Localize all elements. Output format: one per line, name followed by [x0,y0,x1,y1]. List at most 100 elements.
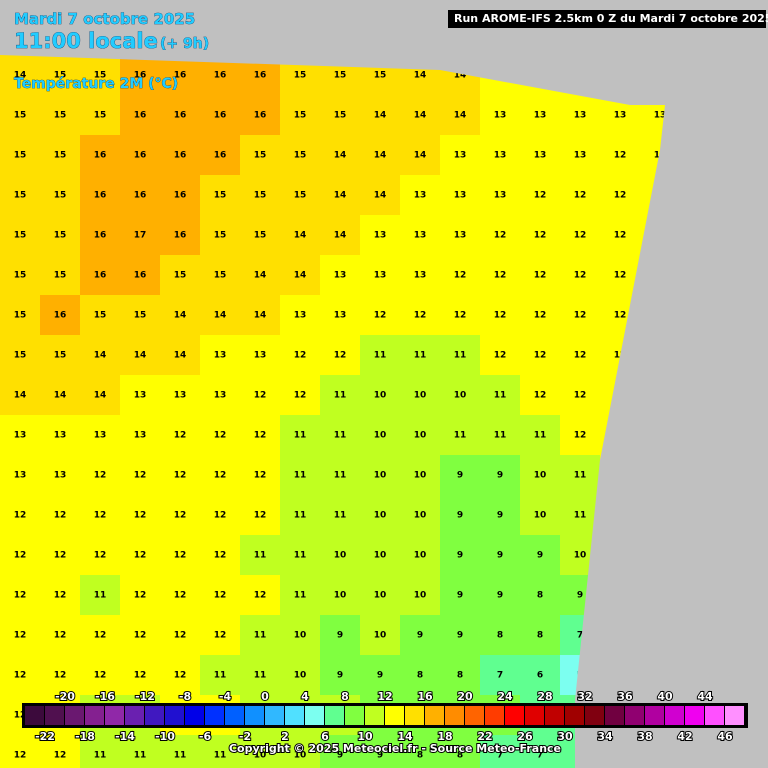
temperature-cell [0,215,40,255]
temperature-value: 9 [337,671,343,681]
temperature-value: 13 [294,311,307,321]
scale-label: -20 [55,690,75,703]
temperature-cell [240,735,280,768]
temperature-value: 10 [414,591,427,601]
temperature-cell [320,255,360,295]
temperature-value: 10 [294,631,307,641]
copyright: Copyright © 2025 Meteociel.fr - Source M… [229,742,561,755]
temperature-value: 15 [54,231,67,241]
scale-label: 6 [321,730,329,743]
temperature-cell [80,735,120,768]
temperature-value: 12 [174,471,187,481]
temperature-cell [240,295,280,335]
temperature-cell [360,575,400,615]
temperature-value: 12 [174,431,187,441]
temperature-cell [400,415,440,455]
temperature-value: 11 [334,511,347,521]
temperature-value: 14 [454,71,467,81]
temperature-value: 13 [214,391,227,401]
temperature-value: 14 [334,191,347,201]
temperature-cell [40,455,80,495]
temperature-cell [280,175,320,215]
temperature-cell [40,215,80,255]
temperature-value: 12 [614,271,627,281]
temperature-cell [360,295,400,335]
temperature-cell [320,335,360,375]
temperature-cell [120,175,160,215]
temperature-cell [320,295,360,335]
temperature-value: 14 [174,311,187,321]
scale-label: 2 [281,730,289,743]
temperature-value: 14 [54,391,67,401]
scale-swatch [505,706,524,725]
temperature-cell [280,215,320,255]
temperature-cell [120,535,160,575]
temperature-value: 12 [94,671,107,681]
temperature-cell [360,495,400,535]
temperature-cell [320,135,360,175]
temperature-value: 14 [294,231,307,241]
temperature-cell [80,295,120,335]
temperature-value: 15 [54,111,67,121]
temperature-cell [0,415,40,455]
temperature-value: 9 [497,511,503,521]
color-scale: -20 -16 -12 -8 -4 0 4 8 12 16 20 24 28 32 36 40 44-22 -18… [22,689,748,744]
temperature-cell [280,735,320,768]
temperature-value: 12 [374,311,387,321]
temperature-value: 12 [534,311,547,321]
temperature-cell [280,255,320,295]
temperature-cell [440,655,480,695]
temperature-value: 15 [54,271,67,281]
temperature-cell [520,295,560,335]
temperature-value: 12 [94,631,107,641]
temperature-cell [160,535,200,575]
temperature-cell [120,575,160,615]
temperature-value: 13 [134,431,147,441]
temperature-value: 11 [294,431,307,441]
temperature-cell [520,735,560,768]
temperature-cell [200,575,240,615]
temperature-value: 15 [174,271,187,281]
temperature-value: 15 [14,151,27,161]
temperature-cell [480,135,520,175]
temperature-value: 13 [174,391,187,401]
temperature-value: 13 [574,151,587,161]
temperature-cell [320,575,360,615]
temperature-cell [520,495,560,535]
temperature-value: 15 [254,191,267,201]
temperature-cell [440,135,480,175]
temperature-value: 12 [414,311,427,321]
temperature-cell [120,615,160,655]
scale-swatch [685,706,704,725]
temperature-value: 12 [214,591,227,601]
temperature-value: 11 [294,511,307,521]
temperature-value: 13 [414,231,427,241]
temperature-cell [0,455,40,495]
temperature-cell [480,295,520,335]
temperature-value: 10 [334,551,347,561]
temperature-value: 16 [134,111,147,121]
temperature-value: 12 [174,591,187,601]
temperature-cell [520,655,560,695]
temperature-value: 12 [254,591,267,601]
temperature-value: 11 [494,391,507,401]
temperature-value: 13 [454,151,467,161]
temperature-cell [440,215,480,255]
temperature-cell [240,655,280,695]
temperature-value: 12 [574,391,587,401]
temperature-value: 9 [417,631,423,641]
temperature-value: 13 [374,231,387,241]
temperature-value: 15 [94,111,107,121]
temperature-cell [360,415,400,455]
temperature-value: 12 [214,631,227,641]
temperature-cell [0,655,40,695]
temperature-cell [280,415,320,455]
scale-label: 40 [657,690,673,703]
temperature-value: 12 [574,231,587,241]
temperature-value: 11 [174,751,187,761]
temperature-cell [400,535,440,575]
temperature-value: 16 [214,111,227,121]
temperature-value: 7 [497,671,503,681]
temperature-value: 11 [254,631,267,641]
temperature-value: 10 [294,751,307,761]
